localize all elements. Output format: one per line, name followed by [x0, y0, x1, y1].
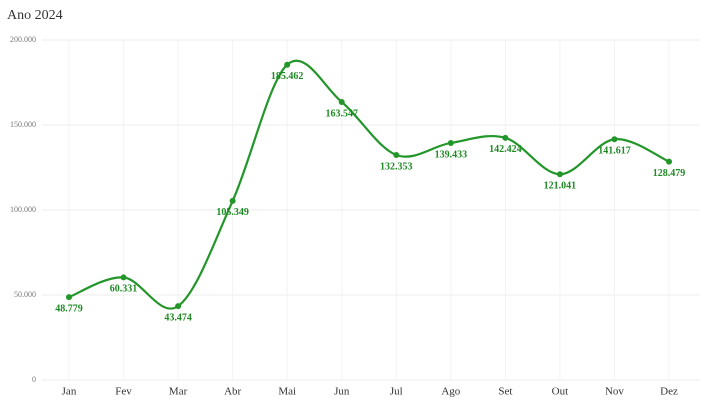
value-label: 163.547 — [325, 108, 358, 119]
y-tick-label: 200.000 — [10, 35, 36, 44]
x-tick-label: Mar — [169, 386, 188, 398]
value-label: 185.462 — [271, 71, 304, 82]
x-tick-label: Set — [498, 386, 512, 398]
y-tick-label: 150.000 — [10, 120, 36, 129]
x-tick-label: Ago — [441, 386, 460, 398]
x-tick-label: Dez — [660, 386, 678, 398]
value-label: 141.617 — [598, 146, 631, 157]
point — [447, 139, 454, 146]
point — [611, 136, 618, 143]
value-label: 142.424 — [489, 144, 522, 155]
point — [338, 98, 345, 105]
point — [284, 61, 291, 68]
value-label: 48.779 — [55, 303, 83, 314]
value-label: 128.479 — [653, 168, 686, 179]
line — [68, 59, 670, 310]
point — [66, 294, 72, 301]
x-tick-label: Jul — [390, 386, 403, 398]
value-label: 139.433 — [435, 149, 468, 160]
point — [175, 303, 182, 310]
x-tick-label: Jan — [62, 386, 77, 398]
x-tick-label: Mai — [278, 386, 296, 398]
value-label: 132.353 — [380, 161, 413, 172]
y-tick-label: 50.000 — [14, 290, 36, 299]
point — [120, 274, 127, 281]
x-tick-label: Fev — [115, 386, 132, 398]
point — [556, 171, 563, 178]
y-tick-label: 0 — [32, 375, 36, 384]
chart-subtitle: Ano 2024 — [7, 8, 63, 23]
x-tick-label: Nov — [605, 386, 624, 398]
point — [229, 197, 236, 204]
value-label: 60.331 — [110, 284, 138, 295]
y-tick-label: 100.000 — [10, 205, 36, 214]
x-tick-label: Out — [552, 386, 569, 398]
value-label: 121.041 — [544, 181, 577, 192]
point — [666, 158, 672, 165]
value-label: 105.349 — [216, 207, 249, 218]
point — [393, 151, 400, 158]
x-tick-label: Jun — [334, 386, 350, 398]
point — [502, 134, 509, 141]
value-label: 43.474 — [164, 312, 192, 323]
x-tick-label: Abr — [224, 386, 241, 398]
